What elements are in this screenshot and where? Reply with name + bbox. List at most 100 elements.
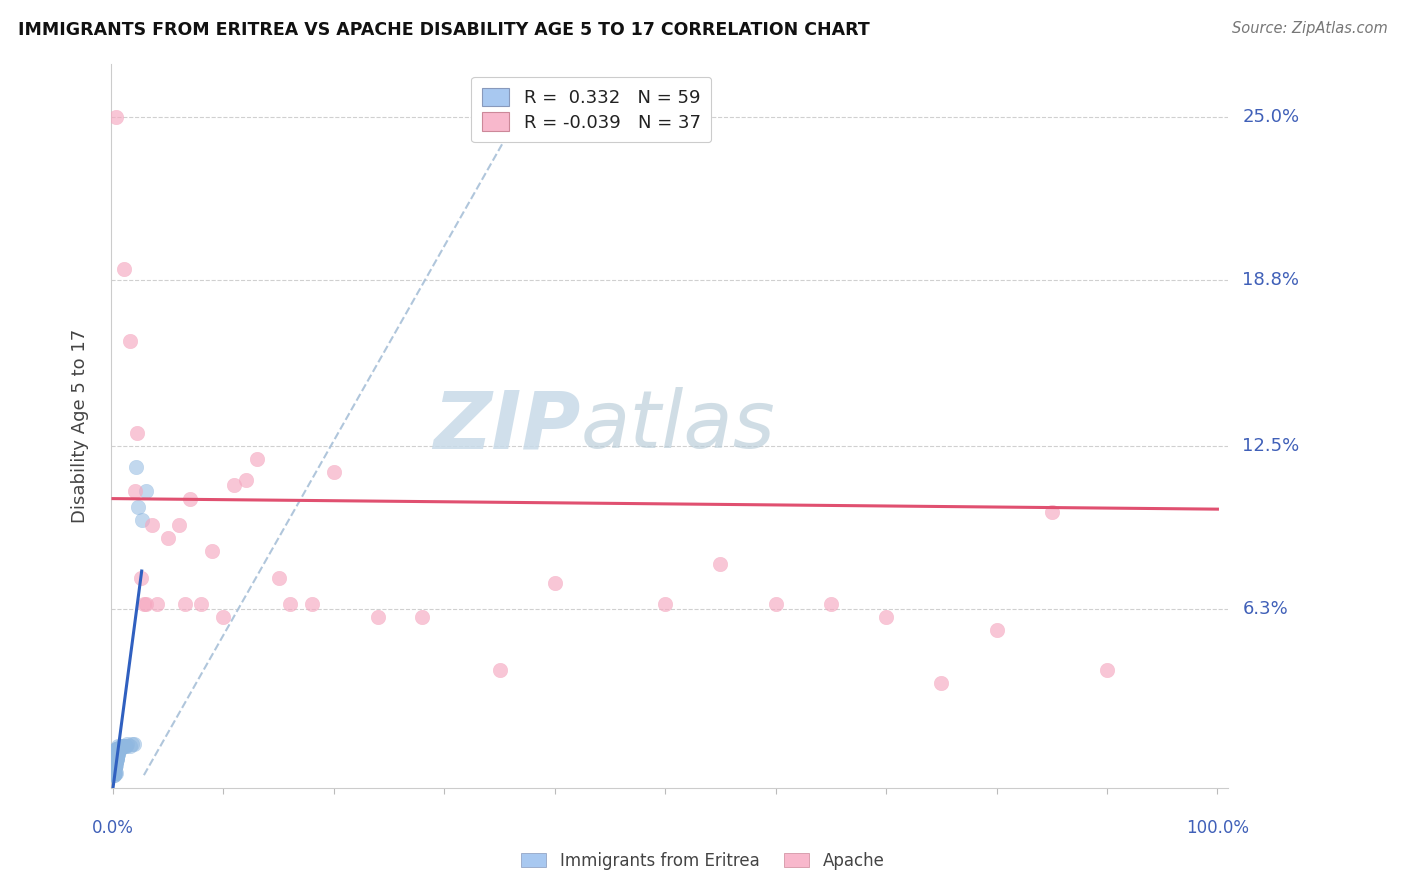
Y-axis label: Disability Age 5 to 17: Disability Age 5 to 17 [72, 329, 89, 524]
Point [104, 757, 127, 772]
Point [105, 752, 128, 766]
Point [122, 737, 145, 751]
Point [117, 737, 139, 751]
Point [103, 765, 125, 780]
Point [112, 262, 135, 277]
Point [301, 597, 323, 611]
Point [104, 765, 127, 780]
Point [107, 744, 129, 758]
Point [105, 744, 128, 758]
Point [105, 755, 128, 769]
Point [127, 425, 149, 440]
Point [104, 757, 127, 772]
Point [118, 739, 141, 754]
Point [104, 760, 127, 774]
Point [104, 752, 127, 766]
Point [104, 760, 127, 774]
Point [105, 741, 128, 756]
Text: 25.0%: 25.0% [1243, 108, 1299, 126]
Point [322, 465, 344, 479]
Point [107, 747, 129, 761]
Point [104, 765, 127, 780]
Point [105, 749, 128, 764]
Point [235, 473, 257, 487]
Point [157, 531, 180, 545]
Point [104, 749, 127, 764]
Point [367, 610, 389, 624]
Point [105, 752, 128, 766]
Point [411, 610, 433, 624]
Point [135, 483, 157, 498]
Point [105, 755, 128, 769]
Point [245, 452, 267, 467]
Point [224, 478, 246, 492]
Point [103, 763, 125, 777]
Point [709, 558, 731, 572]
Point [103, 765, 125, 780]
Point [107, 744, 129, 758]
Point [118, 334, 141, 348]
Point [179, 491, 201, 506]
Point [103, 763, 125, 777]
Point [105, 747, 128, 761]
Point [103, 763, 125, 777]
Point [108, 741, 131, 756]
Point [105, 741, 128, 756]
Point [105, 110, 128, 124]
Point [765, 597, 787, 611]
Point [110, 739, 132, 754]
Point [127, 500, 149, 514]
Legend: Immigrants from Eritrea, Apache: Immigrants from Eritrea, Apache [516, 847, 890, 875]
Text: 18.8%: 18.8% [1243, 271, 1299, 289]
Point [104, 744, 127, 758]
Legend: R =  0.332   N = 59, R = -0.039   N = 37: R = 0.332 N = 59, R = -0.039 N = 37 [471, 77, 711, 143]
Point [108, 741, 131, 756]
Point [111, 739, 134, 754]
Point [104, 760, 127, 774]
Point [132, 597, 155, 611]
Point [654, 597, 676, 611]
Point [1095, 663, 1118, 677]
Point [141, 518, 163, 533]
Point [1040, 505, 1063, 519]
Point [544, 575, 567, 590]
Text: Source: ZipAtlas.com: Source: ZipAtlas.com [1232, 21, 1388, 36]
Point [267, 571, 290, 585]
Point [129, 571, 152, 585]
Point [135, 597, 157, 611]
Point [104, 765, 127, 780]
Point [124, 483, 146, 498]
Point [107, 739, 129, 754]
Text: ZIP: ZIP [433, 387, 581, 466]
Point [929, 676, 952, 690]
Point [104, 752, 127, 766]
Point [105, 747, 128, 761]
Point [103, 768, 125, 782]
Text: 12.5%: 12.5% [1243, 437, 1299, 455]
Point [108, 741, 131, 756]
Point [103, 757, 125, 772]
Point [114, 739, 136, 754]
Text: 0.0%: 0.0% [91, 819, 134, 837]
Point [104, 741, 127, 756]
Point [278, 597, 301, 611]
Point [105, 744, 128, 758]
Point [107, 747, 129, 761]
Text: atlas: atlas [581, 387, 775, 466]
Point [103, 768, 125, 782]
Point [986, 624, 1008, 638]
Point [820, 597, 842, 611]
Text: 6.3%: 6.3% [1243, 600, 1288, 618]
Point [104, 749, 127, 764]
Point [103, 755, 125, 769]
Point [112, 739, 135, 754]
Text: IMMIGRANTS FROM ERITREA VS APACHE DISABILITY AGE 5 TO 17 CORRELATION CHART: IMMIGRANTS FROM ERITREA VS APACHE DISABI… [18, 21, 870, 38]
Point [875, 610, 897, 624]
Point [167, 518, 190, 533]
Point [125, 460, 148, 475]
Point [212, 610, 235, 624]
Point [190, 597, 212, 611]
Point [121, 737, 143, 751]
Point [201, 544, 224, 558]
Point [146, 597, 169, 611]
